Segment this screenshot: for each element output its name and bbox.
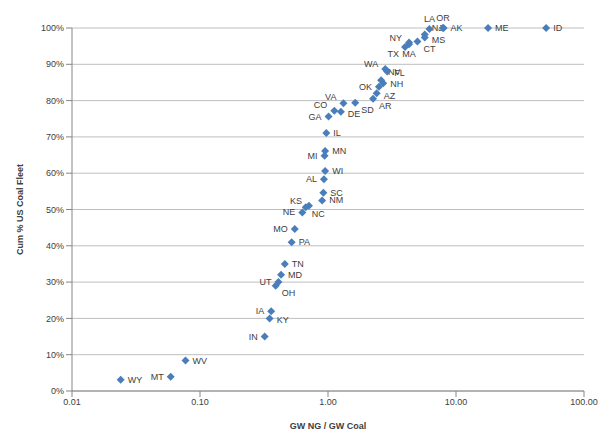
svg-text:KY: KY [277,315,289,325]
svg-text:IA: IA [256,306,265,316]
svg-text:100.00: 100.00 [570,397,598,407]
svg-text:NM: NM [329,195,344,206]
svg-text:MD: MD [288,270,302,280]
svg-text:MA: MA [402,49,416,59]
svg-text:AZ: AZ [384,91,396,101]
svg-text:80%: 80% [46,96,64,106]
svg-text:0.01: 0.01 [63,397,81,407]
svg-text:1.00: 1.00 [319,397,337,407]
svg-text:TX: TX [388,49,400,59]
svg-text:NC: NC [312,209,325,219]
svg-text:60%: 60% [46,168,64,178]
svg-text:VA: VA [325,92,336,102]
svg-text:MT: MT [151,372,164,382]
svg-text:NE: NE [283,207,296,217]
svg-text:20%: 20% [46,314,64,324]
svg-text:50%: 50% [46,205,64,215]
svg-text:SD: SD [361,105,374,115]
svg-text:TN: TN [292,259,304,269]
svg-text:AR: AR [379,101,392,111]
svg-text:MO: MO [273,224,288,234]
svg-text:0.10: 0.10 [191,397,209,407]
svg-text:CO: CO [313,99,328,110]
svg-text:KS: KS [290,196,302,206]
svg-text:IN: IN [249,332,258,342]
svg-text:WI: WI [332,166,343,176]
svg-text:70%: 70% [46,132,64,142]
svg-text:LA: LA [424,14,435,24]
svg-text:Cum % US Coal Fleet: Cum % US Coal Fleet [15,164,25,255]
svg-text:NH: NH [390,79,403,89]
svg-text:WA: WA [364,59,378,69]
svg-text:GW NG / GW Coal: GW NG / GW Coal [290,421,367,431]
svg-text:90%: 90% [46,59,64,69]
svg-text:GA: GA [309,112,322,122]
svg-text:30%: 30% [46,277,64,287]
svg-text:DE: DE [348,109,361,119]
svg-text:CT: CT [423,44,435,54]
svg-text:WY: WY [128,375,143,385]
svg-text:AK: AK [451,23,463,33]
svg-text:OH: OH [282,288,296,298]
svg-text:ME: ME [495,23,509,33]
svg-text:FL: FL [394,68,405,78]
svg-text:ID: ID [553,23,563,33]
svg-text:10.00: 10.00 [445,397,468,407]
svg-text:10%: 10% [46,350,64,360]
svg-text:40%: 40% [46,241,64,251]
svg-text:NJ: NJ [431,22,443,33]
svg-text:AL: AL [306,174,317,184]
svg-text:0%: 0% [51,386,64,396]
svg-text:MS: MS [432,35,446,45]
svg-text:UT: UT [259,277,271,287]
svg-text:OR: OR [436,13,450,23]
svg-text:PA: PA [299,237,310,247]
svg-text:MI: MI [308,151,318,161]
svg-text:100%: 100% [41,23,64,33]
svg-text:OK: OK [359,82,372,92]
svg-text:NY: NY [390,33,403,43]
svg-text:WV: WV [192,356,207,366]
svg-text:SC: SC [330,188,343,198]
svg-text:IL: IL [333,128,341,138]
svg-text:MN: MN [332,146,346,156]
